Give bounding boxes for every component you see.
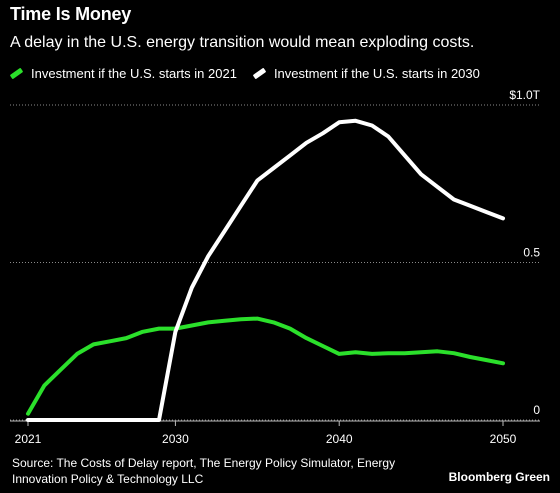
chart-subtitle: A delay in the U.S. energy transition wo… — [10, 34, 475, 51]
brand-logo: Bloomberg Green — [448, 470, 550, 484]
legend: Investment if the U.S. starts in 2021 In… — [9, 66, 496, 81]
y-tick-label: 0 — [533, 403, 540, 417]
y-tick-label: $1.0T — [509, 88, 540, 102]
series-line-0 — [26, 316, 505, 416]
x-tick-label: 2021 — [15, 432, 42, 446]
source-note: Source: The Costs of Delay report, The E… — [12, 456, 396, 486]
legend-label-2030: Investment if the U.S. starts in 2030 — [273, 66, 480, 81]
legend-label-2021: Investment if the U.S. starts in 2021 — [31, 66, 237, 81]
series-line-1 — [26, 118, 505, 422]
x-tick-label: 2050 — [490, 432, 517, 446]
line-chart: 0 0.5 $1.0T 2021 2030 2040 2050 — [10, 88, 541, 446]
x-tick-label: 2040 — [326, 432, 353, 446]
y-tick-label: 0.5 — [523, 246, 540, 260]
legend-item-2030: Investment if the U.S. starts in 2030 — [252, 66, 480, 81]
x-tick-label: 2030 — [162, 432, 189, 446]
chart-title: Time Is Money — [10, 4, 132, 24]
legend-item-2021: Investment if the U.S. starts in 2021 — [9, 66, 237, 81]
